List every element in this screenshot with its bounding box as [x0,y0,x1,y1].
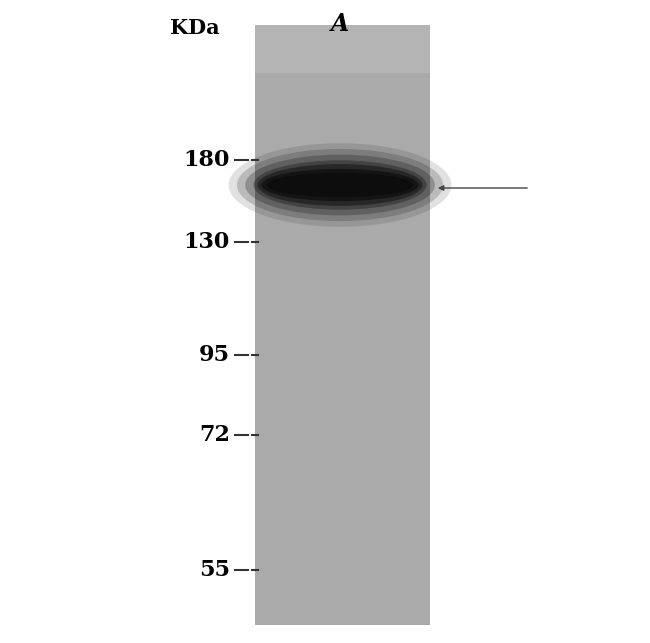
Text: 55: 55 [199,559,230,581]
Text: KDa: KDa [170,18,220,38]
Ellipse shape [229,143,451,227]
Ellipse shape [237,149,443,221]
Ellipse shape [261,169,419,201]
Text: A: A [331,12,349,36]
Ellipse shape [245,154,435,215]
Ellipse shape [257,164,422,206]
Text: 95: 95 [199,344,230,366]
Ellipse shape [254,160,426,210]
Bar [255,25,430,625]
Text: 180: 180 [183,149,230,171]
Text: 130: 130 [184,231,230,253]
Ellipse shape [267,173,413,197]
Ellipse shape [274,176,406,194]
Text: 72: 72 [199,424,230,446]
Bar [255,25,430,73]
